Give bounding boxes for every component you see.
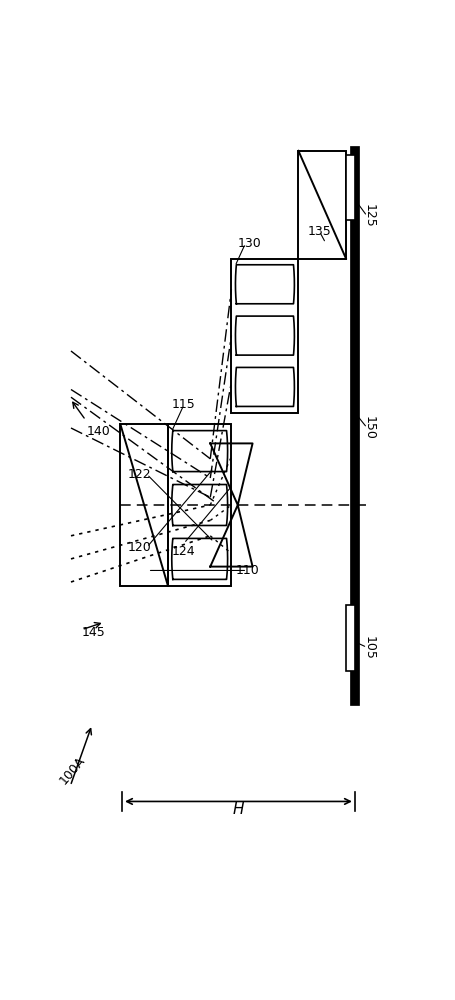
Text: 140: 140 [87,425,111,438]
Text: 125: 125 [363,204,375,228]
Bar [346,155,355,220]
Bar [120,424,168,586]
Text: 110: 110 [235,564,259,577]
Text: 150: 150 [363,416,375,440]
Bar [168,424,232,586]
Text: 124: 124 [172,545,196,558]
Text: 145: 145 [81,626,105,639]
Text: 135: 135 [308,225,331,238]
Text: 115: 115 [172,398,196,411]
Text: 122: 122 [128,468,152,481]
Text: 120: 120 [128,541,152,554]
Text: 100A: 100A [57,754,88,787]
Bar [232,259,298,413]
Bar [346,605,355,671]
Bar [298,151,346,259]
Text: 105: 105 [363,636,375,659]
Text: H: H [233,802,244,817]
Text: 130: 130 [237,237,261,250]
